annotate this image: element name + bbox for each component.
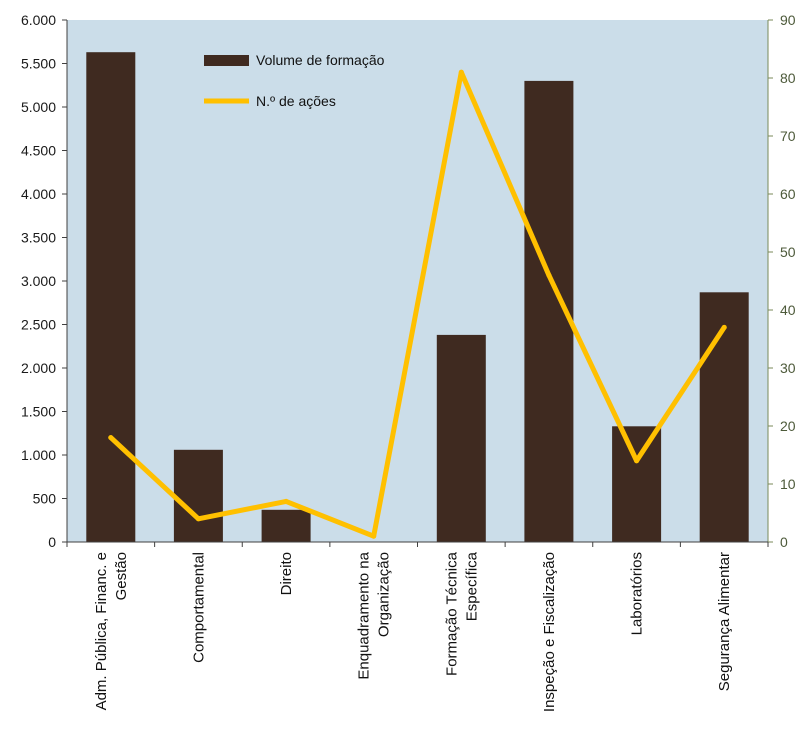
bar	[699, 292, 749, 542]
right-tick-label: 20	[780, 418, 796, 434]
right-tick-label: 0	[780, 534, 788, 550]
left-tick-label: 5.000	[21, 99, 56, 115]
category-label: Formação Técnica	[443, 551, 460, 676]
line-point	[458, 69, 464, 75]
left-tick-label: 1.500	[21, 404, 56, 420]
bar	[261, 509, 311, 542]
right-axis-ticks: 0 10 20 30 40 50 60 70 80 90	[768, 12, 796, 550]
category-label: Gestão	[113, 552, 130, 600]
category-label: Segurança Alimentar	[716, 552, 733, 691]
category-label: Enquadramento na	[356, 551, 373, 679]
left-tick-label: 500	[33, 491, 57, 507]
bar	[612, 426, 662, 542]
category-label: Específica	[463, 551, 480, 621]
line-point	[634, 458, 640, 464]
left-tick-label: 3.000	[21, 273, 56, 289]
category-label: Direito	[278, 552, 295, 595]
line-path	[108, 69, 727, 539]
line-point	[108, 435, 114, 441]
left-tick-label: 2.000	[21, 360, 56, 376]
legend-swatch-bar	[204, 55, 249, 66]
right-tick-label: 90	[780, 12, 796, 28]
legend-label-bar: Volume de formação	[256, 52, 385, 68]
category-label: Laboratórios	[629, 552, 646, 635]
category-label: Inspeção e Fiscalização	[541, 552, 558, 712]
right-tick-label: 30	[780, 360, 796, 376]
bar-series	[86, 52, 749, 543]
line-series	[108, 69, 727, 539]
line-point	[371, 533, 377, 539]
right-tick-label: 80	[780, 70, 796, 86]
category-labels: Adm. Pública, Financ. e Gestão Comportamen…	[66, 542, 769, 712]
right-tick-label: 50	[780, 244, 796, 260]
right-tick-label: 70	[780, 128, 796, 144]
line-point	[283, 498, 289, 504]
left-tick-label: 3.500	[21, 230, 56, 246]
legend: Volume de formação N.º de ações	[204, 52, 385, 109]
line-point	[721, 324, 727, 330]
right-tick-label: 10	[780, 476, 796, 492]
left-tick-label: 2.500	[21, 317, 56, 333]
left-tick-label: 4.500	[21, 143, 56, 159]
right-tick-label: 60	[780, 186, 796, 202]
left-tick-label: 6.000	[21, 12, 56, 28]
line-point	[195, 516, 201, 522]
bar	[173, 449, 223, 542]
left-tick-label: 1.000	[21, 447, 56, 463]
bar	[436, 334, 486, 542]
bar	[86, 52, 136, 542]
category-label: Adm. Pública, Financ. e	[93, 552, 110, 710]
line-point	[546, 272, 552, 278]
category-label: Organização	[376, 552, 393, 637]
left-tick-label: 4.000	[21, 186, 56, 202]
legend-label-line: N.º de ações	[256, 93, 336, 109]
plot-area	[67, 20, 768, 542]
category-label: Comportamental	[190, 552, 207, 663]
left-tick-label: 5.500	[21, 56, 56, 72]
right-tick-label: 40	[780, 302, 796, 318]
left-tick-label: 0	[48, 534, 56, 550]
left-axis-ticks: 0 500 1.000 1.500 2.000 2.500 3.000 3.500 4.000 4…	[21, 12, 67, 550]
